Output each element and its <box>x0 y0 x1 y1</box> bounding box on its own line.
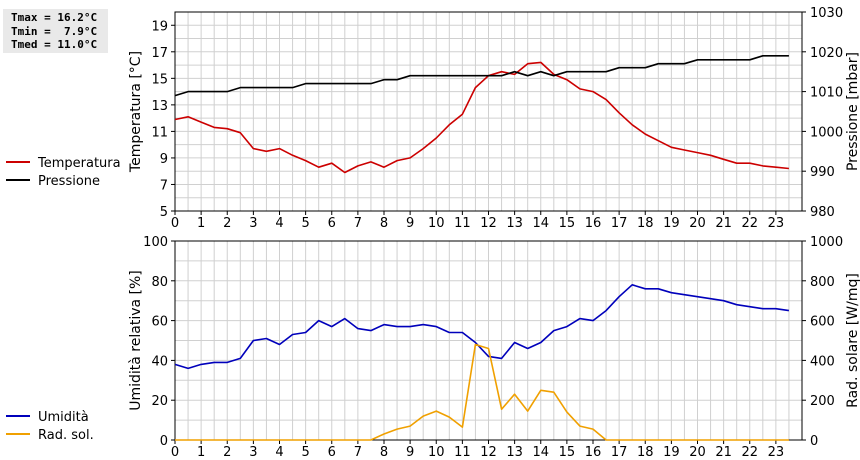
y2-tick-label: 800 <box>810 275 835 290</box>
x-tick-label: 22 <box>741 445 758 460</box>
tmax-text: Tmax = 16.2°C <box>11 11 98 24</box>
tmed-text: Tmed = 11.0°C <box>11 38 98 51</box>
y2-axis-label: Pressione [mbar] <box>845 52 860 171</box>
y-tick-label: 20 <box>151 394 168 409</box>
x-tick-label: 14 <box>532 445 549 460</box>
x-tick-label: 2 <box>223 216 231 231</box>
y2-tick-label: 200 <box>810 394 835 409</box>
legend-label: Rad. sol. <box>38 428 94 443</box>
series-line-umidit <box>174 283 790 370</box>
series-line-pressione <box>174 54 789 97</box>
x-tick-label: 4 <box>275 216 283 231</box>
x-tick-label: 1 <box>197 216 205 231</box>
x-tick-label: 4 <box>275 445 283 460</box>
x-tick-label: 11 <box>454 216 471 231</box>
x-tick-label: 9 <box>406 445 414 460</box>
x-tick-label: 16 <box>585 216 602 231</box>
x-tick-label: 20 <box>689 445 706 460</box>
x-tick-label: 19 <box>663 216 680 231</box>
x-tick-label: 6 <box>328 445 336 460</box>
x-tick-label: 15 <box>559 445 576 460</box>
y-tick-label: 17 <box>151 46 168 61</box>
x-tick-label: 8 <box>380 445 388 460</box>
y2-tick-label: 980 <box>810 205 835 220</box>
y-tick-label: 9 <box>160 152 168 167</box>
legend-label: Umidità <box>38 410 89 425</box>
x-tick-label: 20 <box>689 216 706 231</box>
legend-label: Pressione <box>38 174 100 189</box>
x-tick-label: 5 <box>301 216 309 231</box>
x-tick-label: 3 <box>249 216 257 231</box>
x-tick-label: 6 <box>328 216 336 231</box>
y-tick-label: 5 <box>160 205 168 220</box>
y2-tick-label: 1010 <box>810 86 843 101</box>
y-axis-label: Temperatura [°C] <box>128 51 144 173</box>
x-tick-label: 17 <box>611 445 628 460</box>
y2-axis-label: Rad. solare [W/mq] <box>845 273 860 408</box>
chart-panel-top: 0 1 2 3 4 5 6 7 8 9 10 11 12 13 14 15 16 17 18 19 20 21 22 2357… <box>6 6 860 231</box>
y-axis-label: Umidità relativa [%] <box>128 270 144 411</box>
x-tick-label: 15 <box>559 216 576 231</box>
y-tick-label: 7 <box>160 178 168 193</box>
y2-tick-label: 600 <box>810 315 835 330</box>
x-tick-label: 11 <box>454 445 471 460</box>
x-tick-label: 23 <box>768 445 785 460</box>
x-tick-label: 22 <box>741 216 758 231</box>
x-tick-label: 0 <box>171 445 179 460</box>
x-tick-label: 7 <box>354 445 362 460</box>
y-tick-label: 13 <box>151 99 168 114</box>
x-tick-label: 8 <box>380 216 388 231</box>
x-tick-label: 18 <box>637 445 654 460</box>
y-tick-label: 80 <box>151 275 168 290</box>
x-tick-label: 10 <box>428 445 445 460</box>
x-tick-label: 13 <box>506 445 523 460</box>
y-tick-label: 60 <box>151 315 168 330</box>
series-line-temperatura <box>174 61 789 174</box>
x-tick-label: 1 <box>197 445 205 460</box>
y-tick-label: 100 <box>143 235 168 250</box>
y-tick-label: 40 <box>151 354 168 369</box>
y-tick-label: 11 <box>151 125 168 140</box>
x-tick-label: 3 <box>249 445 257 460</box>
x-tick-label: 10 <box>428 216 445 231</box>
y-tick-label: 19 <box>151 19 168 34</box>
x-tick-label: 9 <box>406 216 414 231</box>
x-tick-label: 19 <box>663 445 680 460</box>
x-tick-label: 23 <box>768 216 785 231</box>
y2-tick-label: 1030 <box>810 6 843 21</box>
y2-tick-label: 990 <box>810 165 835 180</box>
y-tick-label: 15 <box>151 72 168 87</box>
x-tick-label: 13 <box>506 216 523 231</box>
y-tick-label: 0 <box>160 434 168 449</box>
y2-tick-label: 0 <box>810 434 818 449</box>
x-tick-label: 12 <box>480 216 497 231</box>
x-tick-label: 7 <box>354 216 362 231</box>
x-tick-label: 5 <box>301 445 309 460</box>
y2-tick-label: 1000 <box>810 125 843 140</box>
x-tick-label: 14 <box>532 216 549 231</box>
x-tick-label: 21 <box>715 445 732 460</box>
chart-panel-bottom: 0 1 2 3 4 5 6 7 8 9 10 11 12 13 14 15 16 17 18 19 20 21 22 2302… <box>6 235 860 460</box>
x-tick-label: 2 <box>223 445 231 460</box>
x-tick-label: 12 <box>480 445 497 460</box>
y2-tick-label: 400 <box>810 354 835 369</box>
y2-tick-label: 1020 <box>810 46 843 61</box>
x-tick-label: 0 <box>171 216 179 231</box>
stats-box: Tmax = 16.2°C Tmin = 7.9°C Tmed = 11.0°C <box>3 9 108 53</box>
x-tick-label: 18 <box>637 216 654 231</box>
y2-tick-label: 1000 <box>810 235 843 250</box>
x-tick-label: 17 <box>611 216 628 231</box>
x-tick-label: 16 <box>585 445 602 460</box>
tmin-text: Tmin = 7.9°C <box>11 24 98 38</box>
series-line-rad-sol <box>175 343 789 441</box>
legend-label: Temperatura <box>37 156 121 171</box>
x-tick-label: 21 <box>715 216 732 231</box>
